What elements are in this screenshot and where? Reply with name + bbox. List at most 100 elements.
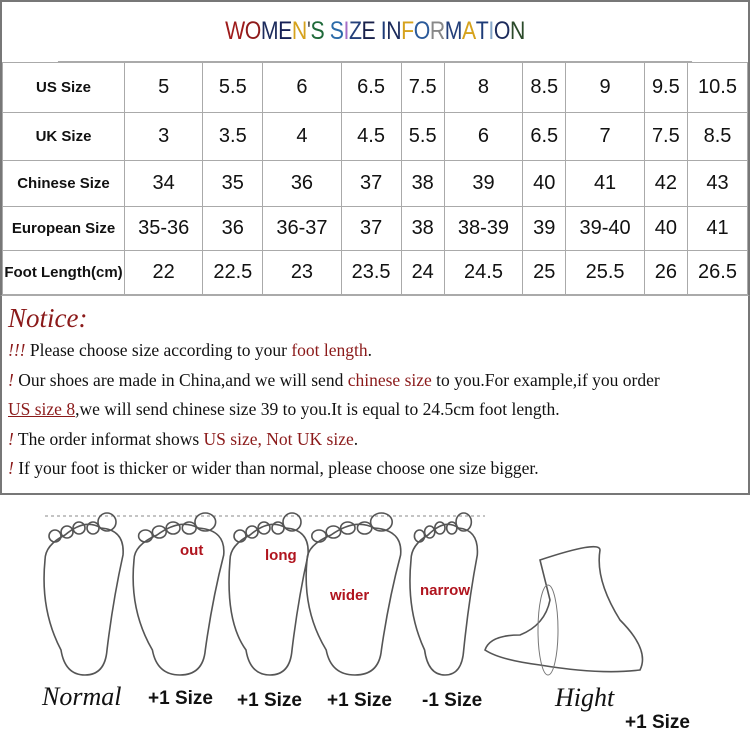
notice-line: US size 8,we will send chinese size 39 t… (8, 399, 560, 419)
toe-icon (455, 512, 473, 532)
foot-outline-icon (43, 523, 124, 676)
table-cell: 3 (123, 112, 204, 161)
table-cell: 5.5 (400, 112, 445, 161)
title-letter: A (462, 17, 476, 45)
notice-heading: Notice: (8, 303, 88, 333)
caption-long: +1 Size (237, 690, 302, 711)
table-cell: 8.5 (686, 112, 749, 161)
table-cell: 23.5 (340, 250, 402, 295)
toe-icon (181, 521, 197, 535)
table-cell: 22.5 (202, 250, 264, 295)
table-cell: 42 (643, 160, 688, 207)
table-cell: 5.5 (202, 62, 264, 113)
title-letter: M (260, 17, 279, 45)
title-letter: N (509, 17, 525, 45)
table-cell: 7.5 (643, 112, 688, 161)
feet-drawing (43, 512, 644, 676)
caption-wider: +1 Size (327, 690, 392, 711)
table-cell: 36 (262, 160, 342, 207)
title-letter: E (278, 17, 292, 45)
title-letter: F (401, 17, 414, 45)
foot-label-out: out (180, 542, 204, 559)
table-cell: 36 (202, 206, 264, 251)
notice-line: !!! Please choose size according to your… (8, 340, 372, 360)
table-row: Chinese Size 34 35 36 37 38 39 40 41 42 43 (2, 160, 749, 207)
toe-icon (97, 512, 117, 532)
table-cell: 24.5 (443, 250, 524, 295)
title-letter: N (386, 17, 402, 45)
toe-icon (86, 521, 100, 535)
table-cell: 7.5 (400, 62, 445, 113)
table-cell: 35 (202, 160, 264, 207)
title-letter: I (488, 17, 494, 45)
table-cell: 40 (643, 206, 688, 251)
table-cell: 7 (565, 112, 645, 161)
table-cell: 40 (522, 160, 567, 207)
title-letter: S (329, 17, 344, 45)
title-letter: R (429, 17, 445, 45)
table-cell: 9.5 (643, 62, 688, 113)
caption-normal: Normal (42, 682, 122, 711)
caption-hight-size: +1 Size (625, 712, 690, 733)
title-letter: O (413, 17, 431, 45)
caption-out: +1 Size (148, 688, 213, 709)
title-letter: N (291, 17, 307, 45)
table-cell: 34 (123, 160, 204, 207)
table-cell: 23 (262, 250, 342, 295)
table-cell: 26.5 (686, 250, 749, 295)
table-cell: 36-37 (262, 206, 342, 251)
toe-icon (433, 521, 446, 535)
table-cell: 37 (340, 206, 402, 251)
foot-outline-icon (228, 523, 309, 676)
caption-hight: Hight (555, 683, 615, 712)
title-letter: I (380, 17, 387, 45)
row-label: UK Size (2, 112, 125, 161)
foot-label-long: long (265, 547, 297, 564)
foot-shape-illustration: out long wider narrow Normal +1 Size +1 … (0, 500, 750, 750)
table-cell: 25 (522, 250, 567, 295)
side-foot-icon (484, 545, 644, 673)
toe-icon (137, 529, 154, 543)
table-cell: 8.5 (522, 62, 567, 113)
table-cell: 5 (123, 62, 204, 113)
foot-outline-icon (132, 523, 225, 676)
foot-outline-icon (305, 523, 402, 676)
toe-icon (310, 529, 327, 543)
table-cell: 10.5 (686, 62, 749, 113)
table-row: European Size 35-36 36 36-37 37 38 38-39 39 39-4… (2, 206, 749, 251)
table-cell: 38-39 (443, 206, 524, 251)
title-letter: E (361, 17, 376, 45)
table-cell: 39 (522, 206, 567, 251)
table-cell: 43 (686, 160, 749, 207)
foot-label-wider: wider (330, 587, 370, 604)
title-letter: S (310, 17, 325, 45)
table-cell: 26 (643, 250, 688, 295)
title-letter: O (493, 17, 511, 45)
row-label: US Size (2, 62, 125, 113)
toe-icon (369, 512, 394, 532)
toe-icon (356, 521, 373, 535)
toe-icon (257, 521, 271, 535)
toe-icon (423, 525, 436, 539)
table-cell: 4 (262, 112, 342, 161)
table-row: Foot Length(cm) 22 22.5 23 23.5 24 24.5 25 25.5 2… (2, 250, 749, 295)
toe-icon (72, 521, 86, 535)
table-cell: 3.5 (202, 112, 264, 161)
table-cell: 4.5 (340, 112, 402, 161)
toe-icon (271, 521, 285, 535)
table-cell: 24 (400, 250, 445, 295)
toe-icon (245, 525, 259, 539)
title-letter: W (225, 17, 245, 45)
toe-icon (194, 512, 217, 532)
row-label: Chinese Size (2, 160, 125, 207)
table-cell: 22 (123, 250, 204, 295)
table-cell: 6 (443, 112, 524, 161)
table-cell: 25.5 (565, 250, 645, 295)
title-letter: I (343, 17, 349, 45)
notice-line: ! Our shoes are made in China,and we wil… (8, 369, 660, 390)
table-cell: 39 (443, 160, 524, 207)
notice-line: ! The order informat shows US size, Not … (8, 428, 359, 449)
toe-icon (165, 521, 181, 535)
toe-icon (60, 525, 74, 539)
